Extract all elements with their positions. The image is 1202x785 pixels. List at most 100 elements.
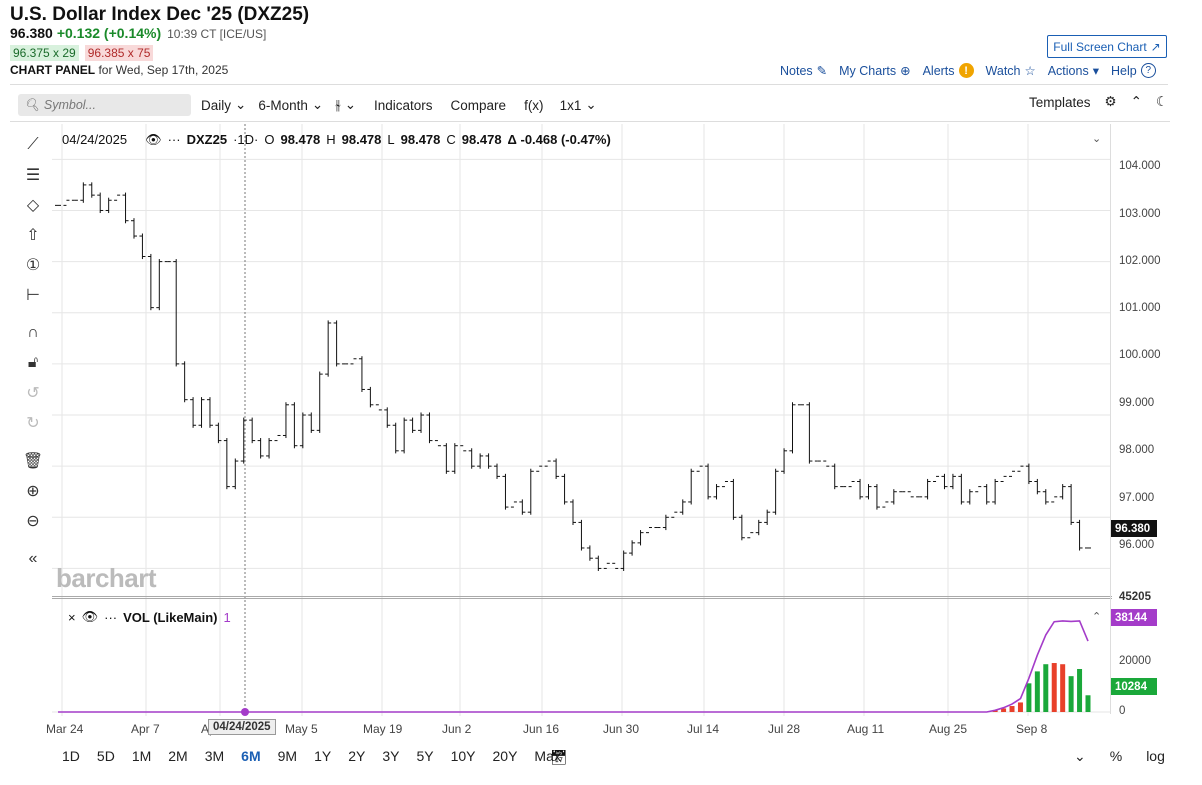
eye-icon[interactable]: 👁︎: [81, 609, 99, 624]
x-tick: May 19: [363, 722, 403, 736]
volume-bar: [1043, 664, 1049, 712]
watch-link[interactable]: Watch ☆: [986, 63, 1036, 79]
more-icon[interactable]: ···: [167, 132, 181, 147]
range-button-5d[interactable]: 5D: [96, 748, 115, 764]
toolbar-right: Templates ⚙ ⌃ ☾: [1029, 94, 1168, 110]
arrow-tool-icon[interactable]: ⇧: [26, 227, 40, 244]
price-change: +0.132 (+0.14%): [56, 25, 162, 41]
unlock-icon[interactable]: 🔓︎: [27, 354, 39, 371]
x-tick: Mar 24: [46, 722, 84, 736]
legend-high: 98.478: [341, 132, 382, 147]
interval-dropdown[interactable]: Daily ⌄: [201, 97, 246, 113]
axis-options: ⌄ % log: [1074, 748, 1165, 765]
full-screen-button[interactable]: Full Screen Chart ↗: [1047, 35, 1167, 58]
annotation-tool-icon[interactable]: ①: [25, 257, 41, 274]
range-button-3m[interactable]: 3M: [204, 748, 225, 764]
legend-chevron-icon[interactable]: ⌄: [1092, 133, 1102, 145]
legend-symbol: DXZ25: [186, 132, 228, 147]
volume-max-label: 45205: [1119, 591, 1151, 603]
function-button[interactable]: f(x): [524, 97, 544, 113]
volume-collapse-icon[interactable]: ⌃: [1092, 611, 1102, 623]
undo-icon[interactable]: ↺: [26, 385, 40, 402]
layout-label: 1x1: [559, 97, 582, 113]
log-toggle[interactable]: log: [1146, 748, 1165, 764]
collapse-icon[interactable]: ⌃: [1130, 94, 1142, 109]
price-legend: 04/24/2025 👁︎ ··· DXZ25 ·1D· O 98.478 H …: [62, 132, 611, 148]
range-button-1d[interactable]: 1D: [62, 748, 80, 764]
bid-badge: 96.375 x 29: [10, 45, 79, 61]
measure-tool-icon[interactable]: ⊢: [26, 287, 40, 304]
x-tick: Jul 14: [687, 722, 720, 736]
x-tick: Aug 11: [847, 722, 885, 736]
settings-icon[interactable]: ⚙: [1104, 94, 1117, 109]
panel-label: CHART PANEL: [10, 63, 96, 77]
help-link[interactable]: Help?: [1111, 63, 1156, 78]
redo-icon[interactable]: ↻: [26, 415, 40, 432]
calendar-icon[interactable]: 📅︎: [550, 749, 568, 765]
chart-panel-label: CHART PANEL for Wed, Sep 17th, 2025: [10, 63, 228, 77]
crosshair-date-tooltip: 04/24/2025: [208, 719, 276, 735]
volume-bar: [1017, 702, 1023, 712]
y-tick: 101.000: [1119, 302, 1161, 314]
price-chart[interactable]: [52, 124, 1110, 716]
range-button-10y[interactable]: 10Y: [450, 748, 476, 764]
range-button-2y[interactable]: 2Y: [348, 748, 366, 764]
pane-separator[interactable]: [52, 596, 1112, 599]
zoom-in-icon[interactable]: ⊕: [26, 483, 40, 500]
shape-tool-icon[interactable]: ◇: [26, 197, 40, 214]
ohlc-bars-icon: ⫳: [335, 97, 341, 112]
more-icon[interactable]: ···: [104, 609, 118, 625]
close-icon[interactable]: ×: [68, 609, 76, 625]
indicators-button[interactable]: Indicators: [374, 97, 433, 113]
quote-line: 96.380 +0.132 (+0.14%) 10:39 CT [ICE/US]: [10, 25, 266, 41]
volume-bar: [1085, 695, 1091, 712]
my-charts-link[interactable]: My Charts ⊕: [839, 63, 910, 79]
period-dropdown[interactable]: 6-Month ⌄: [258, 97, 323, 113]
range-button-1m[interactable]: 1M: [131, 748, 152, 764]
trendline-tool-icon[interactable]: ⟋: [27, 136, 39, 153]
star-icon: ☆: [1024, 64, 1036, 78]
header-divider: [10, 84, 1168, 85]
range-button-max[interactable]: Max: [534, 748, 561, 764]
crosshair-volume-dot: [241, 708, 249, 716]
chevrons-down-icon[interactable]: ⌄: [1074, 748, 1086, 764]
time-axis[interactable]: Mar 24 Apr 7 Apr 21 May 5 May 19 Jun 2 J…: [40, 722, 1110, 738]
x-tick: May 5: [285, 722, 318, 736]
range-button-20y[interactable]: 20Y: [492, 748, 518, 764]
period-label: 6-Month: [258, 97, 308, 113]
symbol-search-input[interactable]: 🔍︎ Symbol...: [18, 94, 191, 116]
volume-bar: [1068, 676, 1074, 712]
notes-link[interactable]: Notes ✎: [780, 63, 828, 79]
percent-toggle[interactable]: %: [1109, 748, 1123, 764]
fibonacci-tool-icon[interactable]: ☰: [25, 167, 41, 184]
x-tick: Jun 2: [442, 722, 472, 736]
collapse-left-icon[interactable]: «: [28, 550, 38, 567]
range-button-6m[interactable]: 6M: [241, 748, 261, 764]
magnet-icon[interactable]: ∩: [27, 324, 39, 341]
y-tick: 96.000: [1119, 539, 1155, 551]
volume-bar: [1026, 683, 1032, 712]
alerts-link[interactable]: Alerts!: [923, 63, 974, 78]
edit-icon: ✎: [816, 64, 828, 78]
volume-ma-line: [58, 620, 1089, 713]
trash-icon[interactable]: 🗑︎: [22, 453, 44, 470]
legend-open: 98.478: [280, 132, 321, 147]
price-axis[interactable]: 104.000 103.000 102.000 101.000 100.000 …: [1110, 124, 1170, 717]
layout-dropdown[interactable]: 1x1 ⌄: [560, 97, 597, 113]
last-price: 96.380: [10, 25, 53, 41]
dark-mode-icon[interactable]: ☾: [1155, 94, 1168, 109]
range-button-1y[interactable]: 1Y: [314, 748, 332, 764]
x-tick: Jul 28: [768, 722, 801, 736]
legend-o-label: O: [264, 132, 275, 147]
chart-type-dropdown[interactable]: ⫳ ⌄: [335, 97, 356, 113]
compare-button[interactable]: Compare: [450, 97, 507, 113]
range-button-9m[interactable]: 9M: [277, 748, 298, 764]
range-button-5y[interactable]: 5Y: [416, 748, 434, 764]
actions-menu[interactable]: Actions ▾: [1048, 63, 1099, 79]
range-button-3y[interactable]: 3Y: [382, 748, 400, 764]
templates-button[interactable]: Templates: [1028, 94, 1091, 110]
caret-down-icon: ▾: [1092, 64, 1099, 78]
zoom-out-icon[interactable]: ⊖: [26, 513, 40, 530]
eye-icon[interactable]: 👁︎: [145, 132, 162, 147]
range-button-2m[interactable]: 2M: [168, 748, 188, 764]
